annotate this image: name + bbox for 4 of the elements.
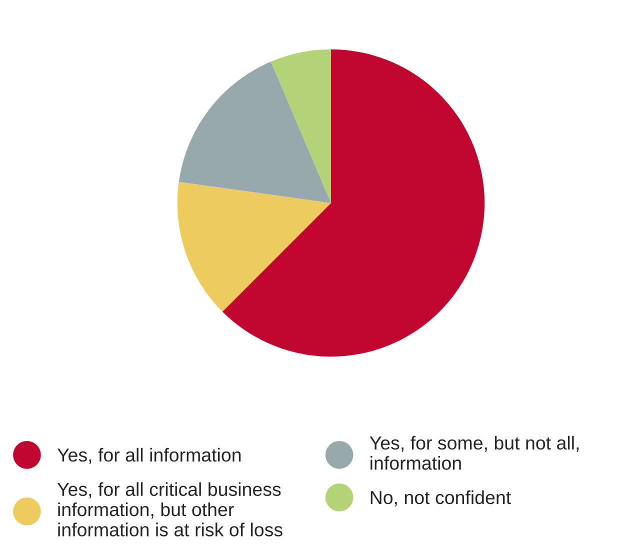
- legend-label: Yes, for some, but not all, information: [370, 436, 579, 470]
- legend-label: Yes, for all critical business information, but other information is at risk of loss: [57, 482, 282, 536]
- legend-label: Yes, for all information: [57, 448, 241, 464]
- legend-label: No, not confident: [370, 490, 511, 506]
